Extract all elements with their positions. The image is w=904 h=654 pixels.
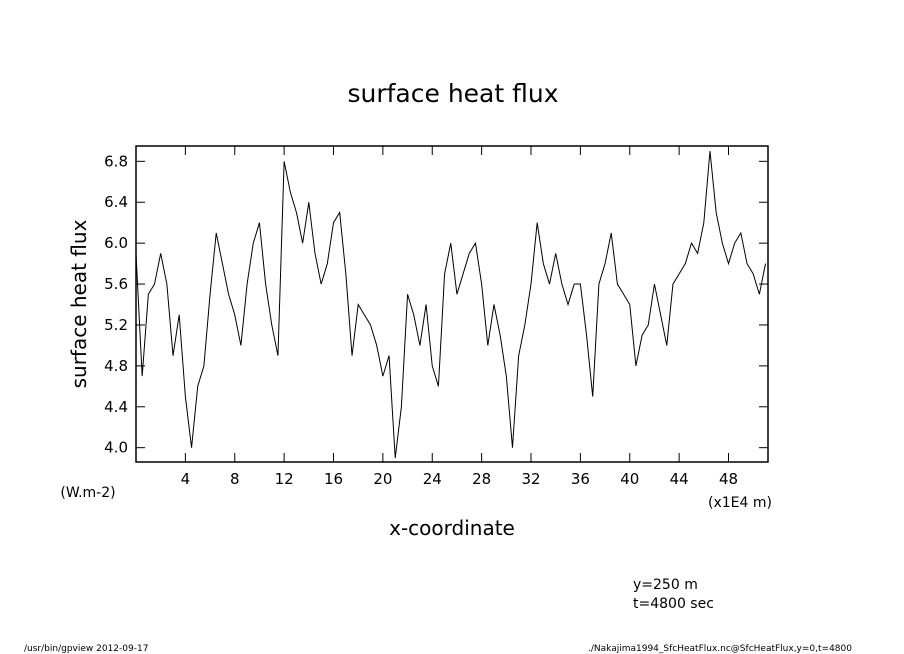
y-tick-label: 4.0 <box>104 439 128 457</box>
y-tick-label: 5.2 <box>104 316 128 334</box>
x-tick-label: 8 <box>230 470 240 488</box>
x-tick-label: 44 <box>670 470 689 488</box>
x-tick-label: 20 <box>373 470 392 488</box>
y-tick-label: 6.0 <box>104 234 128 252</box>
y-tick-label: 6.4 <box>104 193 128 211</box>
x-axis-label: x-coordinate <box>389 516 515 540</box>
annotation: y=250 m <box>633 577 698 593</box>
footer: /usr/bin/gpview 2012-09-17 <box>24 644 148 654</box>
footer: ./Nakajima1994_SfcHeatFlux.nc@SfcHeatFlu… <box>588 644 852 654</box>
data-line <box>136 151 767 458</box>
x-tick-label: 48 <box>719 470 738 488</box>
x-tick-label: 32 <box>521 470 540 488</box>
x-tick-label: 28 <box>472 470 491 488</box>
x-tick-label: 16 <box>324 470 343 488</box>
x-tick-label: 12 <box>275 470 294 488</box>
plot-frame <box>135 145 769 463</box>
x-tick-label: 36 <box>571 470 590 488</box>
x-axis-units: (x1E4 m) <box>708 495 772 511</box>
y-axis-units: (W.m-2) <box>60 485 115 501</box>
annotation: t=4800 sec <box>633 596 714 612</box>
x-tick-label: 4 <box>181 470 191 488</box>
y-tick-label: 4.4 <box>104 398 128 416</box>
y-tick-label: 6.8 <box>104 152 128 170</box>
y-tick-label: 5.6 <box>104 275 128 293</box>
chart-title: surface heat flux <box>347 79 558 108</box>
x-tick-label: 24 <box>423 470 442 488</box>
y-axis-label: surface heat flux <box>67 219 91 388</box>
y-tick-label: 4.8 <box>104 357 128 375</box>
x-tick-label: 40 <box>620 470 639 488</box>
